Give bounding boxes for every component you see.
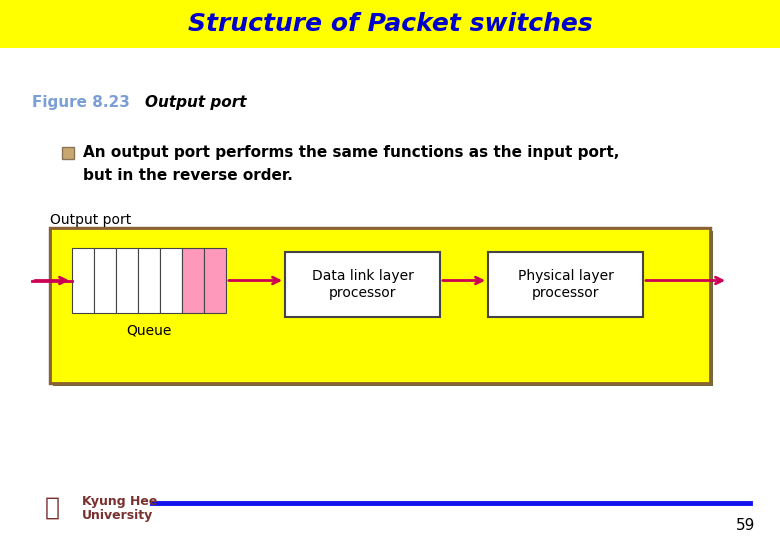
- Bar: [204, 248, 226, 313]
- Bar: [30, 490, 72, 526]
- Bar: [0, 0, 780, 48]
- Bar: [50, 228, 710, 383]
- Text: Figure 8.23: Figure 8.23: [32, 96, 130, 111]
- Text: but in the reverse order.: but in the reverse order.: [83, 167, 292, 183]
- Text: ⛪: ⛪: [44, 496, 59, 520]
- Bar: [72, 248, 94, 313]
- Bar: [53, 231, 713, 386]
- Bar: [160, 248, 182, 313]
- Text: 59: 59: [736, 517, 755, 532]
- Text: University: University: [82, 510, 153, 523]
- Text: Physical layer
processor: Physical layer processor: [518, 269, 613, 300]
- Bar: [94, 248, 116, 313]
- Bar: [62, 147, 74, 159]
- Text: Structure of Packet switches: Structure of Packet switches: [188, 12, 592, 36]
- Bar: [50, 228, 710, 383]
- Text: An output port performs the same functions as the input port,: An output port performs the same functio…: [83, 145, 619, 160]
- Bar: [116, 248, 138, 313]
- Bar: [182, 248, 204, 313]
- Bar: [285, 252, 440, 317]
- Text: Output port: Output port: [145, 96, 246, 111]
- Text: Queue: Queue: [126, 323, 172, 337]
- Bar: [138, 248, 160, 313]
- Text: Data link layer
processor: Data link layer processor: [311, 269, 413, 300]
- Text: Output port: Output port: [50, 213, 131, 227]
- Text: Kyung Hee: Kyung Hee: [82, 495, 158, 508]
- Bar: [488, 252, 643, 317]
